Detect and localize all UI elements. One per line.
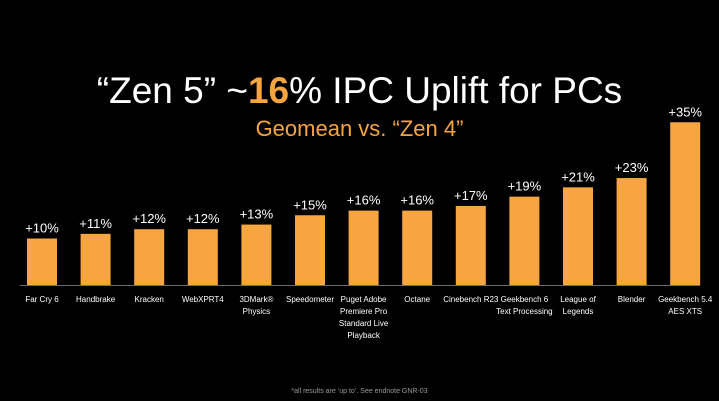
chart-title: “Zen 5” ~16% IPC Uplift for PCs [0, 70, 719, 112]
category-label: Handbrake [76, 295, 116, 304]
data-label: +12% [186, 211, 220, 226]
category-label: Physics [243, 307, 271, 316]
bar [670, 122, 701, 285]
category-label: League of [560, 295, 596, 304]
data-label: +21% [561, 169, 595, 184]
data-label: +35% [668, 104, 702, 119]
bar [295, 215, 325, 285]
category-label: Standard Live [339, 319, 389, 328]
data-label: +13% [240, 207, 274, 222]
bar [455, 205, 486, 285]
category-label: Geekbench 6 [501, 295, 549, 304]
data-label: +17% [454, 188, 488, 203]
data-label: +15% [293, 197, 327, 212]
bar [187, 229, 218, 285]
bar [509, 196, 540, 285]
category-label: Legends [563, 307, 594, 316]
category-label: Puget Adobe [341, 295, 387, 304]
category-label: Text Processing [496, 307, 552, 316]
data-label: +23% [615, 160, 649, 175]
category-label: 3DMark® [239, 295, 273, 304]
bar [241, 224, 272, 285]
bar [402, 210, 433, 285]
data-label: +12% [132, 211, 166, 226]
category-label: Speedometer [286, 295, 334, 304]
category-label: WebXPRT4 [182, 295, 224, 304]
data-label: +16% [400, 193, 434, 208]
bar [80, 233, 111, 285]
category-label: Far Cry 6 [25, 295, 59, 304]
category-label: Geekbench 5.4 [658, 295, 713, 304]
title-suffix: % IPC Uplift for PCs [289, 70, 623, 111]
bar [563, 187, 593, 285]
bar [348, 210, 379, 285]
footnote: *all results are ‘up to’. See endnote GN… [291, 388, 428, 395]
data-label: +11% [79, 216, 112, 231]
chart-subtitle: Geomean vs. “Zen 4” [255, 116, 464, 141]
data-label: +10% [25, 221, 59, 236]
category-label: Cinebench R23 [443, 295, 499, 304]
bar [27, 238, 57, 285]
title-highlight: 16 [247, 70, 290, 111]
category-label: Playback [347, 331, 380, 340]
data-label: +16% [347, 193, 381, 208]
category-label: AES XTS [668, 307, 702, 316]
category-label: Blender [618, 295, 646, 304]
title-prefix: “Zen 5” ~ [96, 70, 248, 111]
bar [616, 178, 647, 285]
data-label: +19% [508, 179, 542, 194]
category-label: Kracken [135, 295, 164, 304]
category-label: Octane [404, 295, 430, 304]
bar [134, 229, 165, 285]
category-label: Premiere Pro [340, 307, 388, 316]
